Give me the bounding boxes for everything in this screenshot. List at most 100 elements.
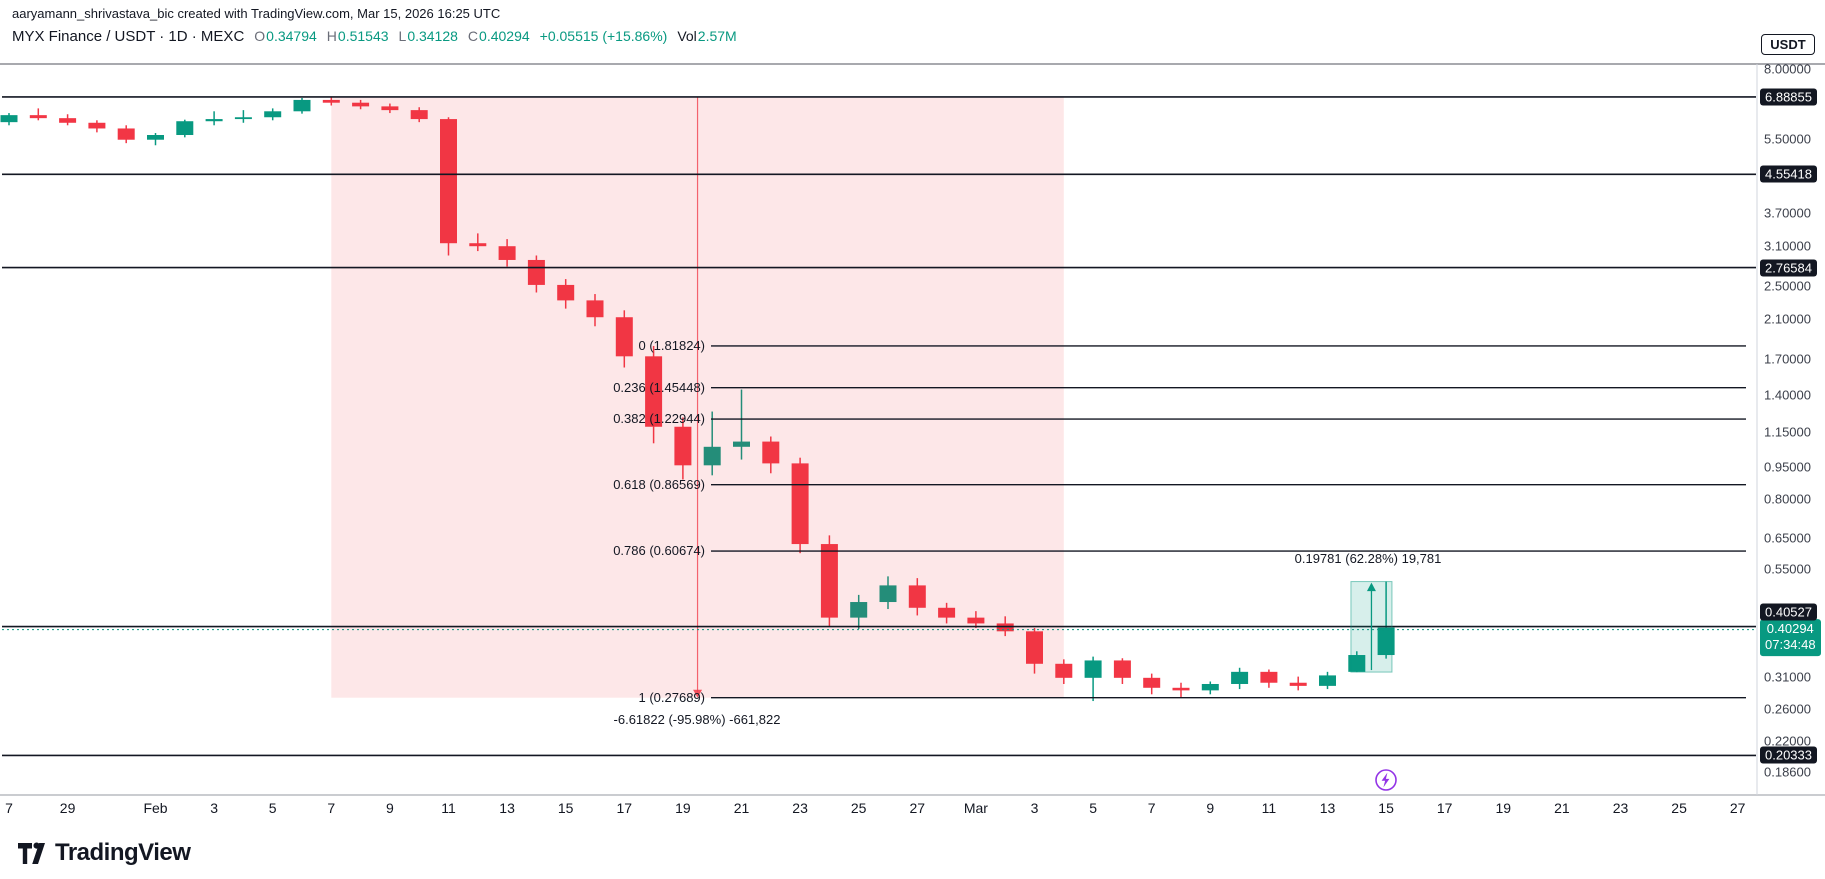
candle-body — [1348, 655, 1366, 672]
time-axis-label[interactable]: 25 — [850, 800, 867, 816]
candle-body — [1319, 675, 1336, 686]
candle-body — [586, 300, 604, 318]
candle-body — [0, 115, 18, 123]
candle-body — [1084, 660, 1102, 678]
candle-body — [1289, 682, 1307, 686]
time-axis-label[interactable]: 7 — [327, 800, 336, 816]
attribution-text: aaryamann_shrivastava_bic created with T… — [12, 6, 501, 21]
time-axis-label[interactable]: 21 — [733, 800, 750, 816]
candle-body — [733, 441, 750, 447]
price-range-tool-label: 0.19781 (62.28%) 19,781 — [1294, 551, 1442, 566]
price-line-badge: 4.55418 — [1760, 165, 1817, 183]
candle-body — [205, 119, 223, 122]
high-value: 0.51543 — [337, 28, 389, 44]
time-axis-label[interactable]: 27 — [909, 800, 926, 816]
candle-body — [498, 246, 516, 260]
time-axis-label[interactable]: 29 — [59, 800, 76, 816]
candle-body — [1113, 660, 1131, 678]
price-line-badge: 0.20333 — [1760, 746, 1817, 764]
candle-body — [1055, 663, 1073, 678]
price-axis-label: 8.00000 — [1764, 61, 1811, 77]
price-axis-label: 0.80000 — [1764, 491, 1811, 507]
candle-body — [1201, 683, 1219, 691]
time-axis-label[interactable]: 13 — [1319, 800, 1336, 816]
candle-body — [410, 110, 428, 120]
time-axis-label[interactable]: 3 — [210, 800, 218, 816]
time-axis-label[interactable]: 17 — [616, 800, 633, 816]
event-lightning-icon[interactable] — [1374, 768, 1398, 792]
date-price-range-arrowhead — [693, 689, 703, 698]
fib-level-label: 0.382 (1.22944) — [613, 411, 705, 427]
time-axis-label[interactable]: 25 — [1671, 800, 1687, 816]
volume-label: Vol — [677, 28, 697, 44]
price-axis[interactable]: USDT 0.40294 07:34:48 8.00000 5.50000 3.70… — [1757, 34, 1825, 795]
volume-value: 2.57M — [697, 28, 737, 44]
candle-body — [762, 441, 780, 464]
price-axis-label: 1.15000 — [1764, 424, 1811, 440]
candle-body — [820, 544, 838, 618]
price-axis-label: 1.40000 — [1764, 387, 1811, 403]
price-axis-label: 2.50000 — [1764, 278, 1811, 294]
time-axis-label[interactable]: 13 — [499, 800, 515, 816]
time-axis-label[interactable]: 3 — [1030, 800, 1039, 816]
open-label: O — [254, 28, 266, 44]
time-axis-label[interactable]: 15 — [1378, 800, 1394, 816]
time-axis-label[interactable]: 19 — [1495, 800, 1512, 816]
candle-body — [1231, 671, 1249, 684]
price-axis-label: 3.10000 — [1764, 238, 1811, 254]
time-axis-label[interactable]: 27 — [1729, 800, 1746, 816]
symbol-info-bar[interactable]: MYX Finance / USDT · 1D · MEXC O 0.34794 … — [12, 28, 737, 45]
price-line-badge: 2.76584 — [1760, 259, 1817, 277]
price-axis-label: 0.22000 — [1764, 733, 1811, 749]
price-axis-label: 3.70000 — [1764, 205, 1811, 221]
candle-body — [1260, 671, 1278, 683]
price-range-arrowhead — [1366, 582, 1376, 592]
time-axis-label[interactable]: 11 — [1261, 800, 1277, 816]
fib-level-label: 0.236 (1.45448) — [613, 379, 705, 395]
candle-body — [908, 585, 926, 608]
low-value: 0.34128 — [407, 28, 458, 44]
ohlc-high: H 0.51543 — [327, 28, 389, 44]
time-axis[interactable]: 7 29 Feb 3 5 7 9 11 13 15 17 19 21 23 25 27 Mar 3 5 7 9 11 13 1… — [0, 795, 1825, 823]
tradingview-logo-text: TradingView — [55, 839, 191, 866]
candle-body — [645, 356, 663, 427]
time-axis-label[interactable]: 7 — [5, 800, 13, 816]
price-axis-label: 0.31000 — [1764, 669, 1811, 685]
candle-body — [791, 463, 809, 545]
candle-body — [1172, 687, 1190, 691]
candle-body — [381, 106, 399, 111]
time-axis-label[interactable]: 5 — [1089, 800, 1097, 816]
price-axis-label: 0.95000 — [1764, 459, 1811, 475]
time-axis-label[interactable]: Feb — [143, 800, 168, 816]
time-axis-label[interactable]: 9 — [385, 800, 394, 816]
candle-body — [703, 446, 721, 466]
high-label: H — [326, 28, 337, 44]
candle-body — [527, 259, 545, 285]
candle-body — [850, 602, 868, 618]
time-axis-label[interactable]: 17 — [1436, 800, 1453, 816]
time-axis-label[interactable]: 19 — [675, 800, 691, 816]
time-axis-label[interactable]: 9 — [1206, 800, 1215, 816]
candle-body — [322, 99, 340, 103]
candle-body — [264, 111, 282, 118]
price-axis-label: 0.18600 — [1764, 764, 1811, 780]
time-axis-label[interactable]: 11 — [441, 800, 456, 816]
time-axis-label[interactable]: 15 — [557, 800, 574, 816]
candle-body — [352, 102, 370, 107]
fib-level-label: 0.786 (0.60674) — [613, 543, 705, 559]
time-axis-label[interactable]: 7 — [1147, 800, 1156, 816]
time-axis-label[interactable]: 23 — [1612, 800, 1629, 816]
time-axis-label[interactable]: 23 — [792, 800, 808, 816]
time-axis-label[interactable]: 5 — [268, 800, 277, 816]
candle-body — [879, 585, 897, 603]
fib-level-label: 0 (1.81824) — [638, 337, 706, 353]
candle-body — [557, 284, 575, 301]
bar-countdown: 07:34:48 — [1765, 637, 1816, 653]
time-axis-label[interactable]: 21 — [1554, 800, 1570, 816]
price-axis-label: 0.26000 — [1764, 701, 1811, 717]
open-value: 0.34794 — [266, 28, 317, 44]
time-axis-label[interactable]: Mar — [963, 800, 988, 816]
tradingview-logo[interactable]: TradingView — [16, 838, 191, 868]
symbol-title[interactable]: MYX Finance / USDT · 1D · MEXC — [12, 28, 245, 45]
